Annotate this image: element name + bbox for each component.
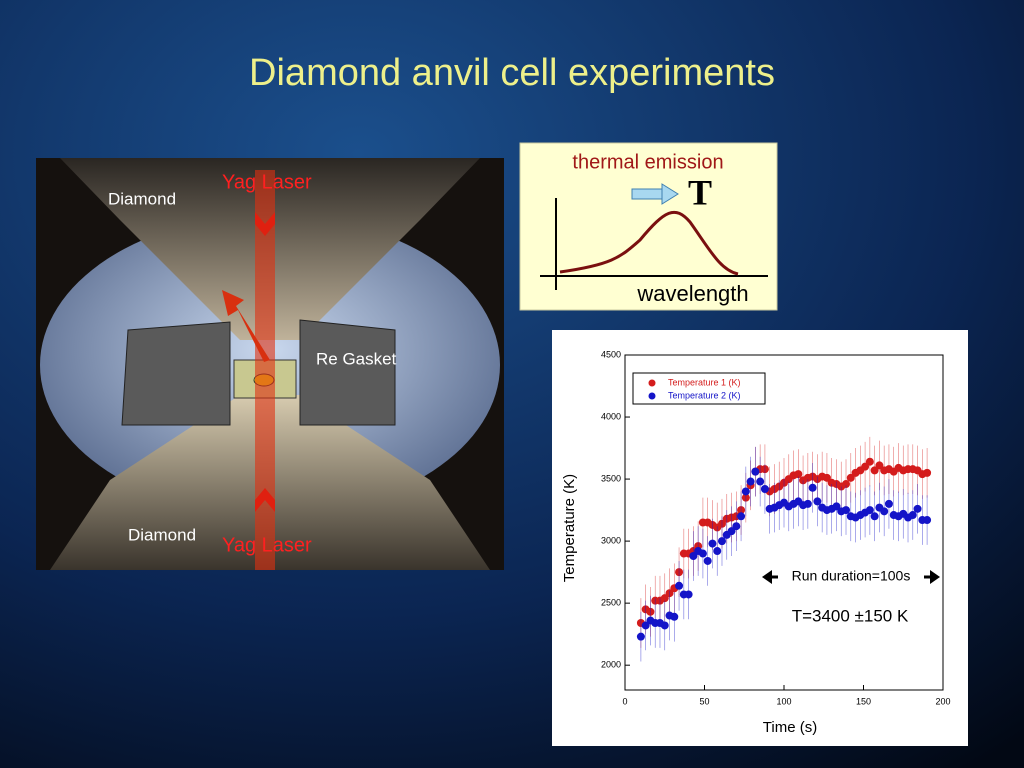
point bbox=[689, 552, 698, 560]
point bbox=[875, 461, 884, 470]
point bbox=[708, 539, 717, 548]
y-tick-label: 4500 bbox=[601, 349, 621, 359]
point bbox=[870, 466, 879, 475]
point bbox=[741, 487, 750, 496]
point bbox=[732, 522, 741, 531]
legend-box bbox=[632, 372, 766, 405]
point bbox=[884, 499, 893, 508]
point bbox=[698, 549, 707, 558]
point bbox=[822, 473, 831, 482]
point bbox=[660, 594, 669, 603]
point bbox=[737, 512, 746, 521]
photo-label: Yag Laser bbox=[222, 171, 312, 193]
annotation: T=3400 ±150 K bbox=[792, 606, 909, 625]
y-axis-label: Temperature (K) bbox=[561, 474, 578, 582]
point bbox=[808, 483, 817, 492]
point bbox=[684, 590, 693, 599]
slide-title: Diamond anvil cell experiments bbox=[249, 52, 775, 94]
diagram-title: thermal emission bbox=[572, 151, 723, 173]
run-arrows bbox=[762, 570, 940, 584]
y-tick-label: 4000 bbox=[601, 411, 621, 421]
point bbox=[641, 621, 650, 630]
y-tick-label: 2500 bbox=[601, 598, 621, 608]
point bbox=[717, 537, 726, 546]
point bbox=[636, 632, 645, 641]
x-tick-label: 50 bbox=[699, 696, 709, 706]
point bbox=[813, 497, 822, 506]
point bbox=[703, 556, 712, 565]
point bbox=[727, 527, 736, 536]
annotation: Run duration=100s bbox=[792, 568, 911, 584]
point bbox=[803, 499, 812, 508]
emission-diagram bbox=[519, 142, 778, 311]
x-tick-label: 150 bbox=[856, 696, 871, 706]
photo-label: Diamond bbox=[128, 525, 196, 544]
diagram-axis-label: wavelength bbox=[636, 281, 748, 306]
x-tick-label: 200 bbox=[935, 696, 950, 706]
point bbox=[842, 506, 851, 515]
point bbox=[670, 612, 679, 621]
point bbox=[913, 504, 922, 513]
point bbox=[908, 511, 917, 520]
photo-label: Re Gasket bbox=[316, 349, 397, 368]
y-tick-label: 3500 bbox=[601, 473, 621, 483]
point bbox=[675, 581, 684, 590]
point bbox=[746, 477, 755, 486]
point bbox=[923, 516, 932, 525]
point bbox=[794, 470, 803, 479]
photo-label: Yag Laser bbox=[222, 534, 312, 556]
point bbox=[660, 621, 669, 630]
photo bbox=[36, 158, 504, 570]
y-tick-label: 2000 bbox=[601, 660, 621, 670]
point bbox=[865, 457, 874, 466]
point bbox=[880, 507, 889, 516]
point bbox=[861, 462, 870, 471]
point bbox=[760, 485, 769, 493]
legend-label: Temperature 1 (K) bbox=[668, 377, 741, 387]
point bbox=[846, 473, 855, 482]
point bbox=[713, 547, 722, 556]
point bbox=[870, 512, 879, 521]
x-axis-label: Time (s) bbox=[763, 719, 817, 736]
y-tick-label: 3000 bbox=[601, 535, 621, 545]
point bbox=[832, 502, 841, 511]
x-tick-label: 100 bbox=[776, 696, 791, 706]
legend-marker bbox=[648, 379, 656, 387]
x-tick-label: 0 bbox=[622, 696, 627, 706]
point bbox=[756, 477, 765, 486]
diagram-symbol: T bbox=[688, 172, 712, 212]
photo-label: Diamond bbox=[108, 189, 176, 208]
point bbox=[751, 467, 760, 476]
point bbox=[923, 468, 932, 477]
point bbox=[842, 480, 851, 489]
point bbox=[865, 506, 874, 515]
legend-marker bbox=[648, 392, 656, 400]
legend-label: Temperature 2 (K) bbox=[668, 390, 741, 400]
